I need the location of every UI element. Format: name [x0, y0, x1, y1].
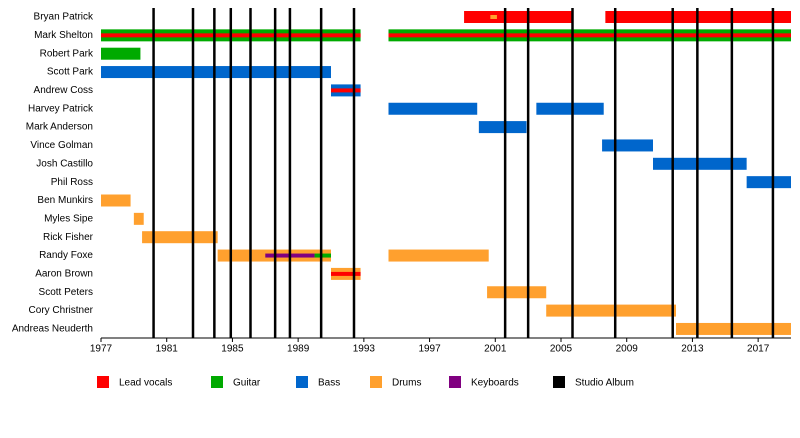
span-bar — [490, 15, 497, 19]
span-bar — [746, 176, 791, 189]
member-label: Josh Castillo — [36, 158, 93, 169]
legend-label: Guitar — [233, 378, 261, 389]
member-label: Myles Sipe — [44, 213, 93, 224]
member-label: Randy Foxe — [39, 250, 93, 261]
legend-label: Studio Album — [575, 378, 634, 389]
member-label: Ben Munkirs — [37, 195, 93, 206]
x-tick-label: 1997 — [418, 344, 441, 355]
span-bar — [331, 88, 361, 93]
legend-label: Drums — [392, 378, 421, 389]
span-bar — [142, 231, 218, 244]
span-bar — [133, 212, 144, 225]
span-bar — [478, 121, 527, 134]
x-tick-label: 1985 — [221, 344, 244, 355]
span-bar — [676, 322, 791, 335]
x-tick-label: 2001 — [484, 344, 507, 355]
member-label: Andreas Neuderth — [12, 324, 93, 335]
member-label: Vince Golman — [30, 140, 93, 151]
legend-label: Lead vocals — [119, 378, 172, 389]
legend-swatch — [296, 376, 308, 388]
span-bar — [653, 157, 747, 170]
span-bar — [101, 66, 331, 79]
span-bar — [602, 139, 653, 152]
legend-swatch — [97, 376, 109, 388]
span-bar — [388, 102, 478, 115]
member-label: Rick Fisher — [43, 232, 94, 243]
member-label: Cory Christner — [29, 305, 94, 316]
span-bar — [331, 271, 361, 276]
legend-swatch — [370, 376, 382, 388]
member-label: Scott Park — [47, 67, 94, 78]
span-bar — [314, 253, 331, 258]
span-bar — [388, 33, 791, 38]
span-bar — [464, 11, 573, 23]
member-label: Mark Shelton — [34, 30, 93, 41]
legend-swatch — [553, 376, 565, 388]
x-tick-label: 2017 — [747, 344, 770, 355]
member-label: Harvey Patrick — [28, 103, 94, 114]
x-tick-label: 1993 — [353, 344, 376, 355]
legend-label: Keyboards — [471, 378, 519, 389]
span-bar — [487, 286, 547, 299]
span-bar — [101, 194, 131, 207]
member-label: Phil Ross — [51, 177, 93, 188]
span-bar — [536, 102, 604, 115]
x-tick-label: 2005 — [550, 344, 573, 355]
member-label: Robert Park — [40, 48, 94, 59]
member-label: Aaron Brown — [35, 269, 93, 280]
x-tick-label: 2013 — [681, 344, 704, 355]
member-label: Bryan Patrick — [34, 12, 94, 23]
span-bar — [388, 249, 489, 262]
x-tick-label: 1981 — [156, 344, 179, 355]
legend-swatch — [449, 376, 461, 388]
span-bar — [546, 304, 676, 317]
member-label: Scott Peters — [39, 287, 93, 298]
x-tick-label: 2009 — [616, 344, 639, 355]
x-tick-label: 1989 — [287, 344, 310, 355]
member-label: Andrew Coss — [34, 85, 93, 96]
member-label: Mark Anderson — [26, 122, 93, 133]
legend-swatch — [211, 376, 223, 388]
legend-label: Bass — [318, 378, 340, 389]
x-tick-label: 1977 — [90, 344, 113, 355]
span-bar — [101, 47, 141, 60]
